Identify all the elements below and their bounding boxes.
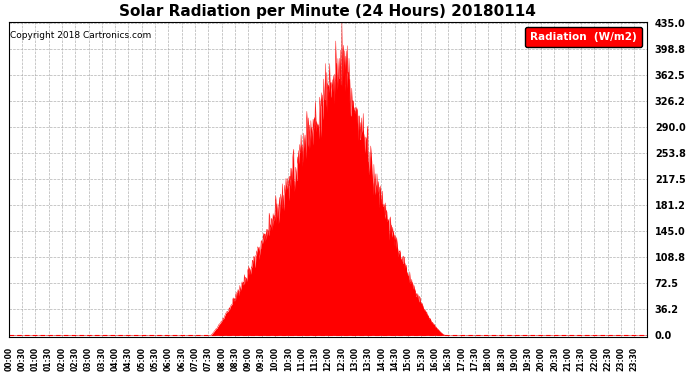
Legend: Radiation  (W/m2): Radiation (W/m2) (525, 27, 642, 47)
Title: Solar Radiation per Minute (24 Hours) 20180114: Solar Radiation per Minute (24 Hours) 20… (119, 4, 536, 19)
Text: Copyright 2018 Cartronics.com: Copyright 2018 Cartronics.com (10, 31, 151, 40)
